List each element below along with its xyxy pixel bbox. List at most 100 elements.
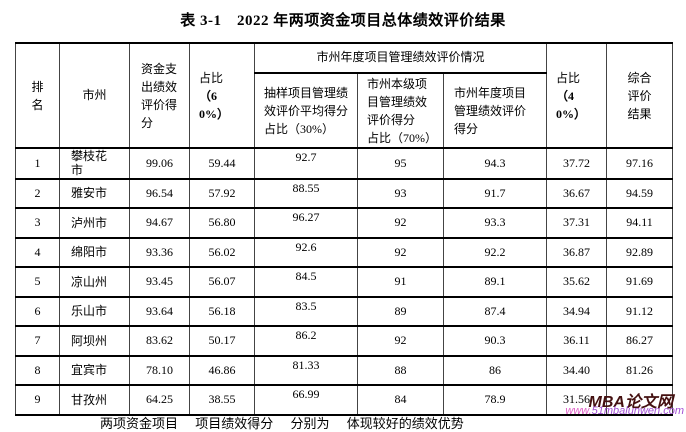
local-score-cell: 88 [357, 354, 444, 387]
city-cell: 宜宾市 [59, 354, 130, 387]
fund-score-cell: 93.36 [129, 236, 190, 269]
header-annual-score-text: 市州年度项目管理绩效评价得分 [454, 85, 527, 136]
local-score-cell: 92 [357, 207, 444, 239]
city-cell: 攀枝花市 [59, 147, 130, 180]
ratio-60-cell: 59.44 [189, 147, 255, 180]
city-cell: 泸州市 [59, 207, 130, 239]
header-ratio-40-label: 占比 [556, 70, 581, 85]
table-row: 1 攀枝花市 99.06 59.44 92.7 95 94.3 37.72 97… [15, 147, 674, 180]
header-ratio-60-percent: （60%） [199, 88, 230, 121]
overall-cell: 92.89 [606, 236, 674, 269]
annual-score-cell: 92.2 [442, 236, 548, 269]
table-row: 8 宜宾市 78.10 46.86 81.33 88 86 34.40 81.2… [15, 354, 674, 387]
local-score-cell: 92 [357, 325, 444, 357]
city-cell: 凉山州 [59, 266, 130, 298]
sample-score-cell: 84.5 [254, 266, 358, 298]
ratio-40-cell: 34.40 [546, 354, 608, 387]
header-annual-score: 市州年度项目管理绩效评价得分 [442, 72, 548, 149]
local-score-cell: 93 [357, 177, 444, 210]
sample-score-cell: 88.55 [254, 177, 358, 210]
city-cell: 雅安市 [59, 177, 130, 210]
fund-score-cell: 83.62 [129, 325, 190, 357]
ratio-60-cell: 46.86 [189, 354, 255, 387]
table-row: 4 绵阳市 93.36 56.02 92.6 92 92.2 36.87 92.… [15, 236, 674, 269]
sample-score-cell: 66.99 [254, 384, 358, 416]
annual-score-cell: 91.7 [442, 177, 548, 210]
sample-score-cell: 86.2 [254, 325, 358, 357]
header-row-sub: 抽样项目管理绩效评价平均得分 占比（30%） 市州本级项目管理绩效评价得分占比（7… [16, 72, 673, 149]
table-row: 3 泸州市 94.67 56.80 96.27 92 93.3 37.31 94… [15, 207, 674, 239]
annual-score-cell: 78.9 [442, 384, 548, 416]
local-score-cell: 84 [357, 384, 444, 416]
header-overall-result: 综合评价结果 [606, 42, 674, 149]
ratio-60-cell: 38.55 [189, 384, 255, 416]
header-ratio-60-label: 占比 [199, 70, 224, 85]
rank-cell: 5 [15, 266, 60, 298]
city-cell: 甘孜州 [59, 384, 130, 416]
annual-score-cell: 86 [442, 354, 548, 387]
header-fund-score: 资金支出绩效评价得分 [129, 42, 190, 149]
page-title: 表 3-1 2022 年两项资金项目总体绩效评价结果 [180, 13, 506, 29]
sample-score-cell: 92.7 [254, 147, 358, 180]
fund-score-cell: 94.67 [129, 207, 190, 239]
watermark-url-domain: 51mbalunwen.com [591, 405, 684, 417]
table-row: 7 阿坝州 83.62 50.17 86.2 92 90.3 36.11 86.… [15, 325, 674, 357]
watermark-url-www: www. [565, 405, 592, 417]
ratio-40-cell: 31.56 [546, 384, 608, 416]
overall-cell: 97.16 [606, 147, 674, 180]
local-score-cell: 91 [357, 266, 444, 298]
header-ratio-40: 占比 （40%） [546, 42, 608, 149]
watermark-url: www.51mbalunwen.com [565, 405, 684, 417]
annual-score-cell: 89.1 [442, 266, 548, 298]
table-row: 6 乐山市 93.64 56.18 83.5 89 87.4 34.94 91.… [15, 295, 674, 328]
ratio-60-cell: 50.17 [189, 325, 255, 357]
ratio-60-cell: 56.80 [189, 207, 255, 239]
ratio-60-cell: 56.02 [189, 236, 255, 269]
table-row: 2 雅安市 96.54 57.92 88.55 93 91.7 36.67 94… [15, 177, 674, 210]
rank-cell: 8 [15, 354, 60, 387]
rank-cell: 3 [15, 207, 60, 239]
performance-table: 排名 市州 资金支出绩效评价得分 占比 （60%） 市州年度项目管理绩效评价情况 … [15, 42, 674, 416]
sample-score-cell: 81.33 [254, 354, 358, 387]
fund-score-cell: 93.64 [129, 295, 190, 328]
rank-cell: 7 [15, 325, 60, 357]
header-city: 市州 [59, 42, 130, 149]
overall-cell: 91.69 [606, 266, 674, 298]
rank-cell: 2 [15, 177, 60, 210]
ratio-60-cell: 57.92 [189, 177, 255, 210]
overall-cell: 94.11 [606, 207, 674, 239]
fund-score-cell: 78.10 [129, 354, 190, 387]
ratio-40-cell: 36.67 [546, 177, 608, 210]
sample-score-cell: 92.6 [254, 236, 358, 269]
rank-cell: 1 [15, 147, 60, 180]
annual-score-cell: 90.3 [442, 325, 548, 357]
local-score-cell: 95 [357, 147, 444, 180]
header-local-score-suffix: 占比（70%） [367, 130, 437, 145]
header-rank-label: 排名 [31, 79, 44, 112]
ratio-60-cell: 56.07 [189, 266, 255, 298]
local-score-cell: 89 [357, 295, 444, 328]
table-row: 5 凉山州 93.45 56.07 84.5 91 89.1 35.62 91.… [15, 266, 674, 298]
ratio-40-cell: 36.11 [546, 325, 608, 357]
header-group-title: 市州年度项目管理绩效评价情况 [253, 42, 548, 74]
header-ratio-40-percent: （40%） [556, 88, 587, 121]
fund-score-cell: 64.25 [129, 384, 190, 416]
rank-cell: 4 [15, 236, 60, 269]
table-row: 9 甘孜州 64.25 38.55 66.99 84 78.9 31.56 [15, 384, 674, 416]
header-sample-score: 抽样项目管理绩效评价平均得分 占比（30%） [254, 72, 358, 149]
overall-cell: 81.26 [606, 354, 674, 387]
annual-score-cell: 94.3 [442, 147, 548, 180]
ratio-40-cell: 36.87 [546, 236, 608, 269]
fund-score-cell: 93.45 [129, 266, 190, 298]
header-local-score-text: 市州本级项目管理绩效评价得分 [367, 76, 428, 127]
annual-score-cell: 87.4 [442, 295, 548, 328]
ratio-40-cell: 37.31 [546, 207, 608, 239]
sample-score-cell: 83.5 [254, 295, 358, 328]
ratio-40-cell: 35.62 [546, 266, 608, 298]
ratio-40-cell: 37.72 [546, 147, 608, 180]
local-score-cell: 92 [357, 236, 444, 269]
fund-score-cell: 99.06 [129, 147, 190, 180]
ratio-40-cell: 34.94 [546, 295, 608, 328]
fund-score-cell: 96.54 [129, 177, 190, 210]
watermark-site-name: MBA论文网 [588, 394, 673, 411]
